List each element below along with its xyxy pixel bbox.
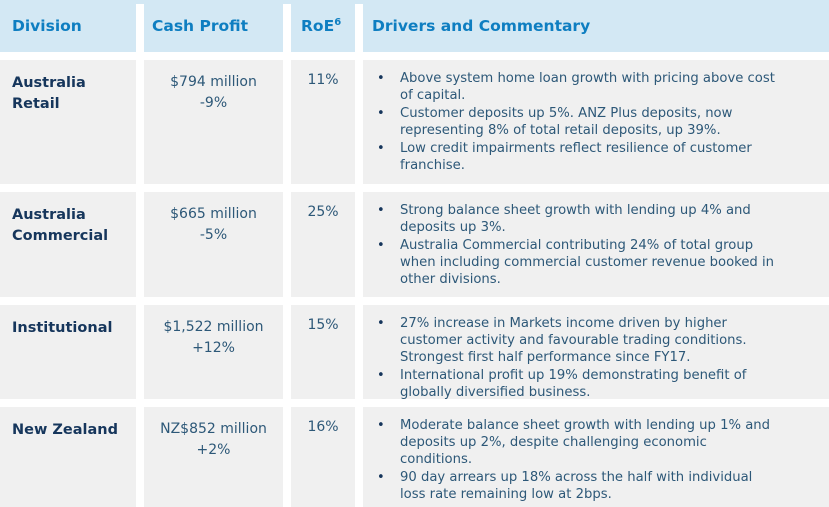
bullet-text: Customer deposits up 5%. ANZ Plus deposi… (400, 106, 733, 138)
bullet-item: • Customer deposits up 5%. ANZ Plus depos… (363, 105, 779, 139)
cash-profit-change: +2% (196, 442, 231, 458)
cash-profit-value: $1,522 million (163, 319, 264, 335)
roe-footnote-superscript: 6 (334, 16, 342, 28)
bullet-text: Low credit impairments reflect resilienc… (400, 141, 752, 173)
column-header-cash-profit: Cash Profit (144, 0, 283, 52)
roe-cell: 15% (291, 305, 355, 399)
bullet-item: • Moderate balance sheet growth with lend… (363, 417, 779, 468)
bullet-item: • 27% increase in Markets income driven b… (363, 315, 779, 366)
commentary-cell: • Above system home loan growth with pric… (363, 60, 829, 184)
bullet-icon: • (377, 368, 385, 383)
division-cell-new-zealand: New Zealand (0, 407, 136, 507)
bullet-text: Australia Commercial contributing 24% of… (400, 238, 775, 287)
division-name: Institutional (12, 320, 113, 336)
roe-value: 25% (307, 204, 339, 220)
cash-profit-change: +12% (192, 340, 235, 356)
commentary-list: • Above system home loan growth with pric… (363, 70, 779, 174)
bullet-text: Moderate balance sheet growth with lendi… (400, 418, 771, 467)
commentary-cell: • 27% increase in Markets income driven b… (363, 305, 829, 401)
roe-cell: 25% (291, 192, 355, 297)
column-header-division-label: Division (12, 17, 82, 35)
cash-profit-change: -9% (199, 95, 228, 111)
roe-cell: 11% (291, 60, 355, 184)
commentary-cell: • Strong balance sheet growth with lendin… (363, 192, 829, 297)
division-cell-australia-retail: Australia Retail (0, 60, 136, 184)
column-header-drivers: Drivers and Commentary (363, 0, 829, 52)
column-header-division: Division (0, 0, 136, 52)
bullet-icon: • (377, 203, 385, 218)
division-cell-institutional: Institutional (0, 305, 136, 399)
bullet-icon: • (377, 316, 385, 331)
cash-profit-value: NZ$852 million (160, 421, 267, 437)
column-header-drivers-label: Drivers and Commentary (372, 17, 591, 35)
roe-cell: 16% (291, 407, 355, 507)
column-header-roe-label: RoE6 (301, 16, 342, 35)
commentary-list: • Moderate balance sheet growth with lend… (363, 417, 779, 503)
bullet-text: International profit up 19% demonstratin… (400, 368, 747, 400)
bullet-text: Strong balance sheet growth with lending… (400, 203, 751, 235)
cash-profit-cell: $1,522 million +12% (144, 305, 283, 399)
cash-profit-value: $665 million (170, 206, 257, 222)
division-name: Australia Retail (12, 75, 86, 113)
bullet-item: • 90 day arrears up 18% across the half w… (363, 469, 779, 503)
bullet-icon: • (377, 141, 385, 156)
column-header-cash-profit-label: Cash Profit (152, 17, 249, 35)
bullet-text: 90 day arrears up 18% across the half wi… (400, 470, 753, 502)
roe-value: 16% (307, 419, 339, 435)
division-cell-australia-commercial: Australia Commercial (0, 192, 136, 297)
bullet-text: 27% increase in Markets income driven by… (400, 316, 747, 365)
cash-profit-cell: $665 million -5% (144, 192, 283, 297)
bullet-item: • Low credit impairments reflect resilien… (363, 140, 779, 174)
column-header-roe: RoE6 (291, 0, 355, 52)
division-name: New Zealand (12, 422, 119, 438)
table-top-border (0, 0, 829, 4)
bullet-item: • Australia Commercial contributing 24% o… (363, 237, 779, 288)
bullet-icon: • (377, 106, 385, 121)
bullet-icon: • (377, 238, 385, 253)
bullet-icon: • (377, 418, 385, 433)
bullet-item: • Strong balance sheet growth with lendin… (363, 202, 779, 236)
commentary-list: • Strong balance sheet growth with lendin… (363, 202, 779, 288)
roe-value: 15% (307, 317, 339, 333)
bullet-item: • International profit up 19% demonstrati… (363, 367, 779, 401)
cash-profit-cell: $794 million -9% (144, 60, 283, 184)
roe-value: 11% (307, 72, 339, 88)
cash-profit-value: $794 million (170, 74, 257, 90)
cash-profit-cell: NZ$852 million +2% (144, 407, 283, 507)
division-name: Australia Commercial (12, 207, 109, 245)
commentary-list: • 27% increase in Markets income driven b… (363, 315, 779, 401)
cash-profit-change: -5% (199, 227, 228, 243)
bullet-icon: • (377, 470, 385, 485)
bullet-item: • Above system home loan growth with pric… (363, 70, 779, 104)
bullet-text: Above system home loan growth with prici… (400, 71, 775, 103)
bullet-icon: • (377, 71, 385, 86)
commentary-cell: • Moderate balance sheet growth with lend… (363, 407, 829, 507)
